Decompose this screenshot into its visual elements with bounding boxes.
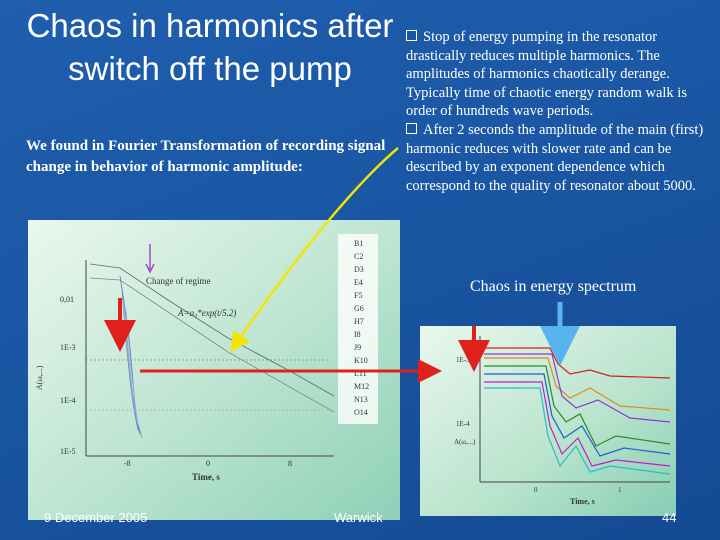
left-xtick: -8 — [124, 459, 131, 468]
bullet-1: Stop of energy pumping in the resonator … — [406, 28, 706, 121]
change-of-regime-label: Change of regime — [146, 276, 210, 286]
legend-entry: F5 — [354, 291, 362, 300]
left-harmonics-plot: 0,01 1E-3 1E-4 1E-5 -8 0 8 Time, s A(ω,.… — [28, 220, 400, 520]
right-spectrum-plot: 1E-3 1E-4 0 1 Time, s A(ω,...) — [420, 326, 676, 516]
legend-entry: J9 — [354, 343, 361, 352]
right-ytick: 1E-4 — [456, 420, 470, 428]
left-xtick: 0 — [206, 459, 210, 468]
left-xtick: 8 — [288, 459, 292, 468]
slide-title: Chaos in harmonics after switch off the … — [26, 7, 394, 87]
legend-entry: M12 — [354, 382, 369, 391]
legend-entry: D3 — [354, 265, 364, 274]
right-xtick: 0 — [534, 486, 538, 494]
legend-entry: G6 — [354, 304, 364, 313]
legend-entry: I8 — [354, 330, 361, 339]
legend-entry: B1 — [354, 239, 363, 248]
bullet-2: After 2 seconds the amplitude of the mai… — [406, 121, 706, 195]
checkbox-bullet-icon — [406, 30, 417, 41]
right-ytick: 1E-3 — [456, 356, 470, 364]
legend-entry: E4 — [354, 278, 363, 287]
intro-text: We found in Fourier Transformation of re… — [26, 138, 386, 175]
bullet-1-text: Stop of energy pumping in the resonator … — [406, 29, 687, 120]
legend-entry: K10 — [354, 356, 368, 365]
footer-place: Warwick — [334, 510, 383, 525]
left-ytick: 1E-5 — [60, 447, 76, 456]
left-ylabel: A(ω,...) — [35, 365, 44, 390]
legend-entry: C2 — [354, 252, 363, 261]
exponent-formula: A=a₀*exp(t/5.2) — [177, 308, 236, 318]
legend-entry: H7 — [354, 317, 364, 326]
footer-page-number: 44 — [662, 510, 677, 525]
bullet-list: Stop of energy pumping in the resonator … — [406, 28, 706, 195]
chaos-label: Chaos in energy spectrum — [470, 278, 637, 295]
legend-entry: N13 — [354, 395, 368, 404]
legend-entry: L11 — [354, 369, 367, 378]
bullet-2-text: After 2 seconds the amplitude of the mai… — [406, 121, 704, 194]
left-xlabel: Time, s — [192, 472, 220, 482]
right-xtick: 1 — [618, 486, 622, 494]
left-ytick: 1E-3 — [60, 343, 76, 352]
right-ylabel: A(ω,...) — [454, 438, 476, 446]
footer-date: 9 December 2005 — [44, 510, 148, 525]
left-ytick: 1E-4 — [60, 396, 76, 405]
regime-arrow-icon — [145, 244, 155, 274]
checkbox-bullet-icon — [406, 122, 417, 134]
left-ytick: 0,01 — [60, 295, 74, 304]
legend-entry: O14 — [354, 408, 368, 417]
right-xlabel: Time, s — [570, 497, 595, 506]
